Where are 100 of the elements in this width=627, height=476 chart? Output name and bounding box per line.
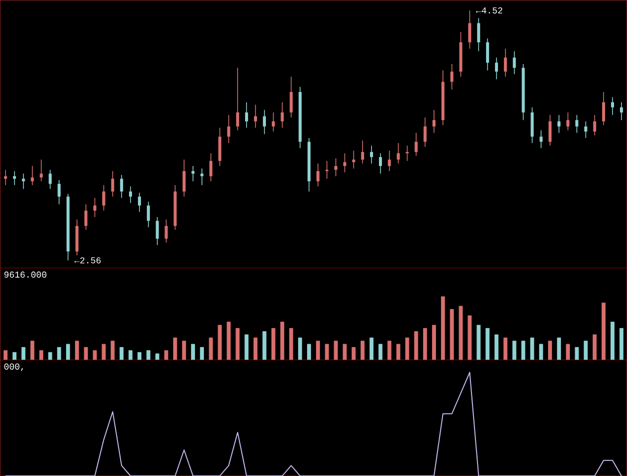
bar (236, 328, 240, 360)
bar (458, 306, 463, 360)
candlestick (611, 96, 614, 116)
candlestick (504, 48, 507, 77)
bar (370, 337, 374, 360)
candlestick (40, 159, 43, 182)
bar (503, 337, 508, 360)
bar (486, 328, 490, 360)
bar (360, 340, 365, 360)
bar (307, 344, 311, 360)
bar (208, 337, 213, 360)
candlestick (566, 112, 570, 130)
candlestick (548, 114, 552, 146)
bar (548, 340, 552, 360)
bar (173, 337, 178, 360)
candlestick (512, 50, 516, 74)
candlestick (218, 127, 222, 166)
candlestick (146, 201, 150, 228)
candlestick (58, 179, 61, 204)
bar (602, 302, 606, 360)
candlestick (120, 174, 124, 198)
candlestick (530, 106, 534, 144)
bar (57, 346, 62, 360)
candlestick (584, 120, 588, 138)
candlestick (486, 38, 490, 71)
bar (146, 350, 150, 360)
bar (405, 337, 410, 360)
candlestick (182, 159, 186, 197)
candlestick (540, 130, 543, 148)
bar (539, 344, 544, 360)
bar (155, 353, 160, 360)
candlestick (316, 162, 320, 187)
candlestick (575, 114, 578, 134)
candlestick (432, 109, 436, 134)
candlestick (477, 17, 480, 52)
bar (39, 350, 44, 360)
bar (164, 350, 168, 360)
bar (423, 328, 428, 360)
candlestick (396, 142, 400, 164)
candlestick (236, 67, 240, 130)
annotation: ←2.56 (74, 257, 101, 264)
bar (21, 346, 26, 360)
bar (557, 337, 561, 360)
text: 000, (4, 363, 23, 371)
bar (468, 315, 472, 360)
candlestick (129, 186, 132, 204)
bar (200, 346, 204, 360)
candlestick (156, 216, 159, 246)
bar (48, 352, 52, 360)
bar (271, 328, 276, 360)
bar (4, 350, 8, 360)
bar (30, 340, 34, 360)
bar (512, 340, 516, 360)
bar (110, 340, 115, 360)
bar (226, 322, 231, 360)
bar (244, 334, 249, 360)
bar (476, 324, 481, 360)
bar (450, 308, 454, 360)
candlestick (620, 102, 623, 120)
bar (75, 340, 79, 360)
candlestick (361, 140, 364, 164)
candlestick (308, 137, 311, 192)
candlestick (334, 158, 338, 176)
candlestick (93, 197, 96, 218)
candlestick (593, 114, 596, 136)
bar (254, 337, 258, 360)
candlestick (424, 116, 427, 148)
bar (592, 334, 597, 360)
bar (191, 344, 195, 360)
candlestick (343, 152, 346, 173)
candlestick (84, 204, 88, 230)
bar (494, 334, 498, 360)
candlestick (48, 169, 52, 190)
bar (289, 328, 294, 360)
candlestick (245, 102, 248, 128)
bar (324, 344, 329, 360)
bar (120, 346, 124, 360)
bar (66, 344, 70, 360)
candlestick (352, 150, 356, 169)
candlestick (290, 76, 293, 118)
candlestick (298, 86, 302, 148)
candlestick (102, 184, 106, 211)
candlestick (272, 112, 275, 132)
candlestick (468, 10, 472, 49)
bar (566, 344, 570, 360)
candlestick (192, 165, 195, 182)
candlestick (22, 173, 25, 190)
candlestick (111, 170, 114, 197)
bar (414, 331, 418, 360)
bar (610, 322, 614, 360)
candlestick (557, 114, 560, 134)
bar (12, 352, 16, 360)
bar (298, 337, 302, 360)
bar (387, 340, 392, 360)
candlestick (388, 150, 391, 172)
candlestick (174, 184, 177, 230)
candlestick (254, 104, 257, 128)
candlestick (209, 152, 212, 182)
bar (584, 340, 588, 360)
candlestick (30, 165, 34, 186)
